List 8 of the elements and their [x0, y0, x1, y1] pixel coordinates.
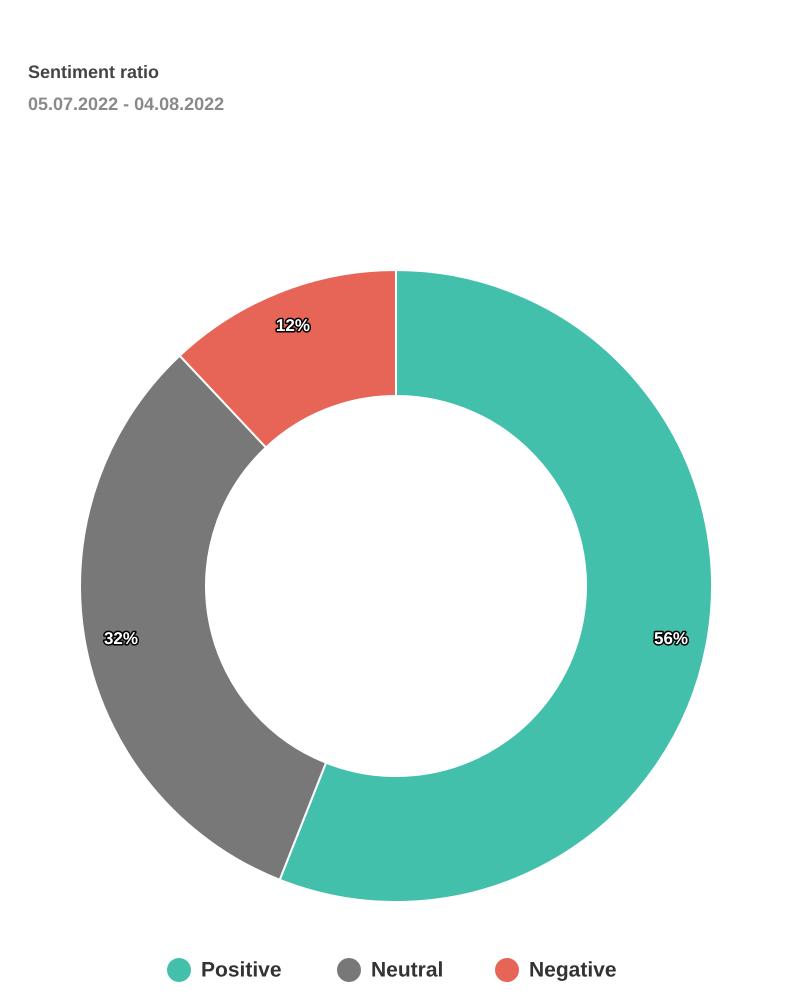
chart-title: Sentiment ratio: [28, 62, 160, 82]
legend-label: Positive: [201, 958, 282, 982]
data-label: 56%: [654, 628, 688, 648]
data-label: 32%: [104, 628, 138, 648]
legend-label: Neutral: [371, 958, 444, 982]
chart-subtitle: 05.07.2022 - 04.08.2022: [28, 94, 224, 114]
legend-label: Negative: [529, 958, 617, 982]
data-label: 12%: [276, 316, 310, 336]
